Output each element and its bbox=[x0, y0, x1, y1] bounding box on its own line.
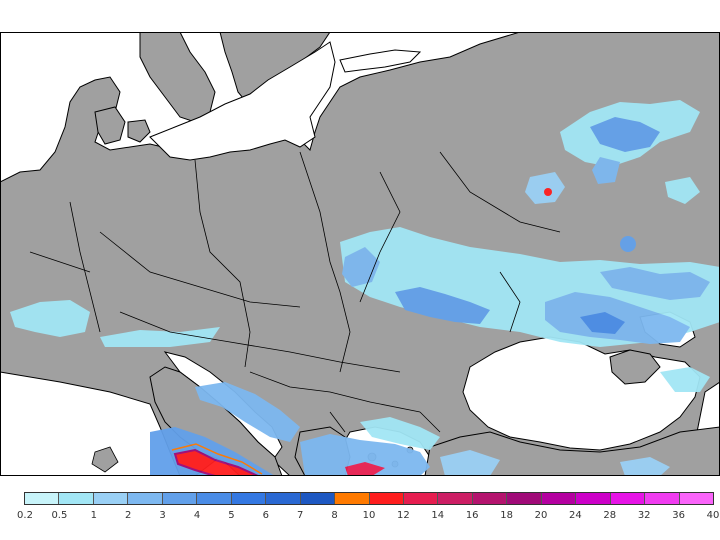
legend-swatch bbox=[25, 493, 60, 504]
precip-area-alps bbox=[10, 300, 90, 337]
precip-area-moscow bbox=[525, 172, 565, 204]
precip-area-southern-russia-core bbox=[580, 312, 625, 334]
legend-label: 24 bbox=[569, 510, 582, 521]
legend-swatch bbox=[197, 493, 232, 504]
legend-swatch bbox=[266, 493, 301, 504]
border bbox=[119, 311, 401, 373]
legend-swatch bbox=[576, 493, 611, 504]
map-svg bbox=[0, 32, 720, 476]
legend-label: 32 bbox=[637, 510, 651, 521]
legend-label: 0.5 bbox=[51, 510, 68, 521]
precip-area-central-russia-core bbox=[590, 117, 660, 152]
mediterranean-west bbox=[0, 371, 181, 476]
legend-label: 8 bbox=[331, 510, 338, 521]
gulf-of-finland bbox=[339, 49, 422, 73]
legend-color-bar bbox=[24, 492, 714, 505]
legend-label: 28 bbox=[603, 510, 617, 521]
border bbox=[29, 251, 91, 273]
sardinia bbox=[91, 446, 119, 473]
legend-swatch bbox=[610, 493, 646, 504]
legend-swatch bbox=[231, 493, 267, 504]
border bbox=[69, 201, 101, 333]
legend-swatch bbox=[472, 493, 508, 504]
crimea bbox=[609, 349, 661, 385]
precip-cell bbox=[620, 236, 636, 252]
precipitation-layer bbox=[10, 100, 720, 476]
precip-area-east-strip bbox=[665, 177, 700, 204]
legend-label: 1 bbox=[90, 510, 97, 521]
precip-area-central-russia-mid bbox=[592, 157, 620, 184]
legend-swatch bbox=[645, 493, 680, 504]
legend-label: 40 bbox=[706, 510, 720, 521]
legend-swatch bbox=[541, 493, 577, 504]
border bbox=[194, 159, 251, 368]
denmark bbox=[94, 106, 126, 145]
legend-label: 36 bbox=[672, 510, 685, 521]
legend-label: 4 bbox=[193, 510, 201, 521]
precip-area-turkey bbox=[440, 450, 500, 476]
precip-area-balkans bbox=[360, 417, 440, 450]
legend-label: 10 bbox=[362, 510, 376, 521]
legend-label: 16 bbox=[465, 510, 479, 521]
precip-area-greece-coast bbox=[345, 462, 385, 476]
legend-swatch bbox=[507, 493, 542, 504]
legend-label: 20 bbox=[534, 510, 548, 521]
legend-label: 7 bbox=[297, 510, 304, 521]
legend-label: 14 bbox=[431, 510, 445, 521]
legend-swatch bbox=[93, 493, 129, 504]
precip-point-red bbox=[544, 188, 552, 196]
legend-swatch bbox=[300, 493, 336, 504]
legend-label: 18 bbox=[500, 510, 513, 521]
precip-area-west-ukraine bbox=[342, 247, 380, 287]
baltic-sea bbox=[149, 41, 336, 161]
zealand bbox=[127, 119, 151, 143]
precip-area-southern-italy-rim bbox=[171, 443, 263, 475]
border bbox=[249, 371, 421, 413]
precip-area-southern-russia bbox=[545, 292, 690, 344]
border bbox=[419, 411, 441, 433]
precip-area-southern-italy-core bbox=[173, 448, 259, 476]
border bbox=[499, 271, 521, 333]
legend-swatch bbox=[403, 493, 439, 504]
precip-area-north-italy bbox=[100, 327, 220, 347]
border bbox=[359, 171, 401, 303]
legend-label: 3 bbox=[159, 510, 166, 521]
border bbox=[439, 151, 561, 233]
legend-label: 0.2 bbox=[17, 510, 33, 521]
country-borders bbox=[29, 151, 561, 433]
border bbox=[99, 231, 301, 308]
precip-area-adriatic bbox=[195, 382, 300, 442]
precipitation-legend: 0.2 0.5 1 2 3 4 5 6 7 8 10 12 14 16 18 20 24 28 32 36 40 bbox=[17, 492, 719, 528]
legend-label: 6 bbox=[262, 510, 269, 521]
legend-swatch bbox=[162, 493, 198, 504]
precip-area-east-turkey bbox=[620, 457, 670, 476]
legend-swatch bbox=[59, 493, 94, 504]
legend-swatch bbox=[369, 493, 404, 504]
precip-area-volga bbox=[600, 267, 710, 300]
legend-swatch bbox=[128, 493, 163, 504]
precip-area-ukraine-center bbox=[395, 287, 490, 324]
legend-swatch bbox=[438, 493, 473, 504]
legend-swatch bbox=[335, 493, 370, 504]
border bbox=[299, 151, 351, 373]
legend-swatch bbox=[679, 493, 714, 504]
legend-label: 5 bbox=[228, 510, 235, 521]
precip-area-caucasus bbox=[660, 367, 710, 392]
legend-label: 2 bbox=[125, 510, 132, 521]
precipitation-map bbox=[0, 32, 720, 476]
precip-area-greece bbox=[300, 434, 430, 476]
border bbox=[329, 411, 346, 433]
legend-label: 12 bbox=[397, 510, 410, 521]
